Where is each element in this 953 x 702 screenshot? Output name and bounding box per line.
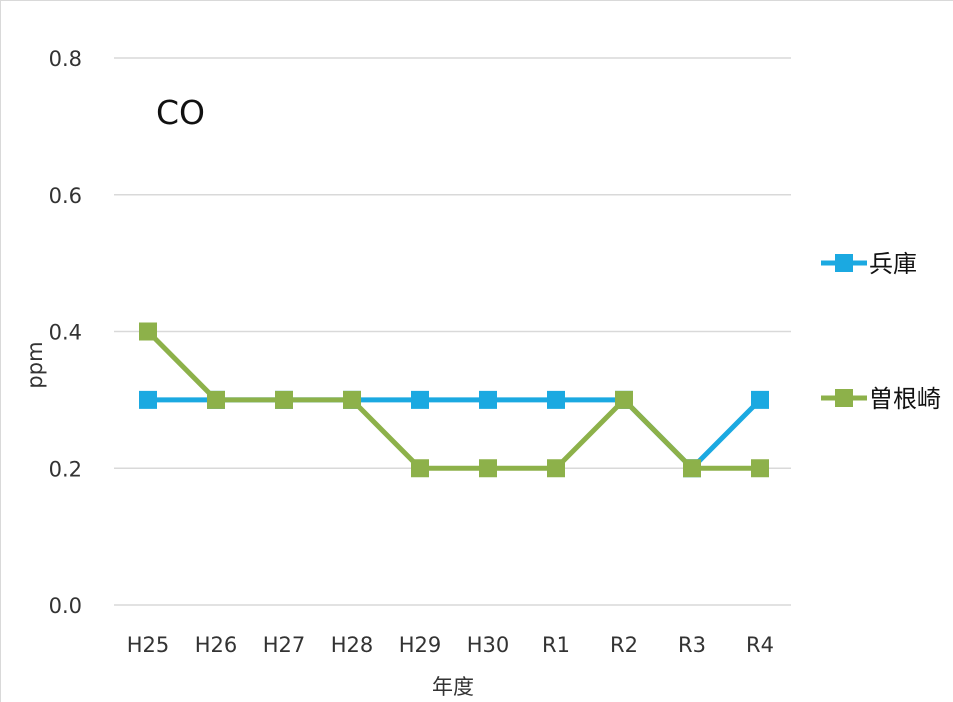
y-tick-label: 0.2 — [49, 457, 82, 481]
data-point — [275, 390, 293, 409]
series-layer — [139, 322, 769, 478]
legend-marker — [835, 254, 853, 272]
x-tick-label: R3 — [678, 633, 706, 657]
legend-item: 曽根崎 — [821, 385, 941, 413]
x-axis-title: 年度 — [432, 675, 474, 699]
x-tick-label: H25 — [127, 633, 170, 657]
gridlines — [114, 57, 791, 606]
series-2 — [139, 322, 769, 478]
data-point — [479, 390, 497, 409]
y-tick-label: 0.4 — [49, 321, 82, 345]
legend-marker — [835, 389, 853, 407]
data-point — [547, 390, 565, 409]
y-axis-title: ppm — [23, 341, 47, 388]
series-line — [145, 397, 763, 471]
data-point — [343, 390, 361, 409]
x-tick-label: H27 — [263, 633, 306, 657]
legend-label: 兵庫 — [869, 250, 917, 278]
data-point — [479, 459, 497, 478]
series-1 — [139, 390, 769, 478]
data-point — [547, 459, 565, 478]
legend-label: 曽根崎 — [869, 385, 941, 413]
x-tick-label: H29 — [399, 633, 442, 657]
y-axis-ticks: 0.0 0.2 0.4 0.6 0.8 — [49, 47, 82, 618]
chart-title: CO — [156, 93, 205, 132]
x-tick-label: R4 — [746, 633, 774, 657]
x-tick-label: R2 — [610, 633, 638, 657]
data-point — [139, 322, 157, 341]
x-tick-label: H30 — [467, 633, 510, 657]
x-tick-label: R1 — [542, 633, 570, 657]
data-point — [751, 459, 769, 478]
data-point — [139, 390, 157, 409]
y-tick-label: 0.0 — [49, 594, 82, 618]
y-tick-label: 0.6 — [49, 184, 82, 208]
data-point — [615, 390, 633, 409]
data-point — [683, 459, 701, 478]
series-line — [145, 329, 763, 471]
data-point — [411, 390, 429, 409]
data-point — [751, 390, 769, 409]
legend-item: 兵庫 — [821, 250, 917, 278]
x-tick-label: H26 — [195, 633, 238, 657]
y-tick-label: 0.8 — [49, 47, 82, 71]
x-axis-ticks: H25 H26 H27 H28 H29 H30 R1 R2 R3 R4 — [127, 633, 774, 657]
data-point — [207, 390, 225, 409]
x-tick-label: H28 — [331, 633, 374, 657]
data-point — [411, 459, 429, 478]
